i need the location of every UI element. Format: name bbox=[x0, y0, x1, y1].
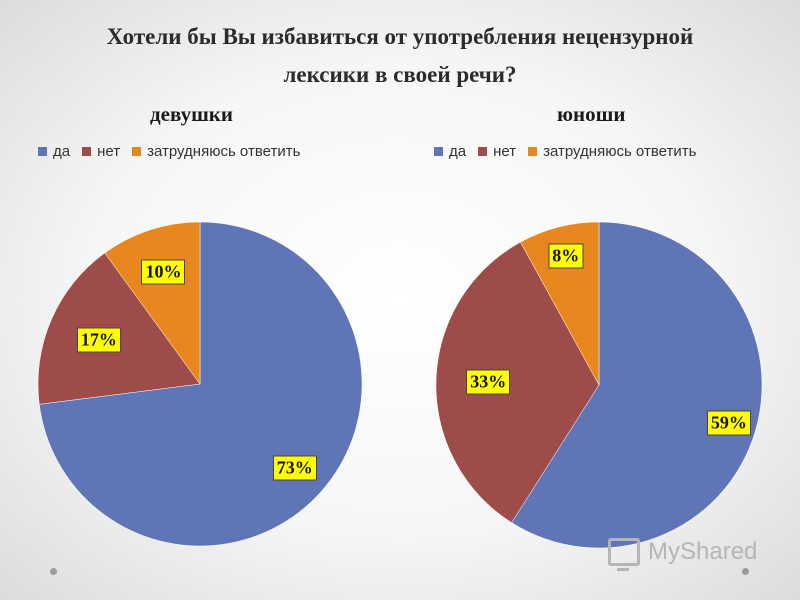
presentation-icon bbox=[608, 538, 640, 571]
legend-label: да bbox=[449, 143, 467, 160]
girls-legend: да нет затрудняюсь ответить bbox=[38, 143, 312, 160]
legend-swatch-yes bbox=[434, 147, 443, 156]
legend-item-unsure: затрудняюсь ответить bbox=[132, 143, 300, 160]
nav-dot-right bbox=[742, 568, 749, 575]
data-label-yes: 59% bbox=[706, 410, 751, 436]
legend-swatch-unsure bbox=[528, 147, 538, 156]
legend-swatch-unsure bbox=[132, 147, 142, 156]
girls-subtitle: девушки bbox=[150, 102, 233, 126]
legend-label: да bbox=[53, 143, 71, 160]
legend-swatch-no bbox=[478, 147, 488, 156]
data-label-no: 17% bbox=[76, 327, 121, 353]
legend-label: нет bbox=[493, 143, 517, 160]
chart-title-line-1: Хотели бы Вы избавиться от употребления … bbox=[106, 24, 694, 49]
legend-label: затрудняюсь ответить bbox=[543, 143, 697, 160]
legend-label: затрудняюсь ответить bbox=[147, 143, 301, 160]
legend-item-yes: да bbox=[38, 143, 70, 160]
legend-swatch-no bbox=[82, 147, 92, 156]
pie-slice-no bbox=[435, 241, 600, 523]
legend-item-no: нет bbox=[82, 143, 120, 160]
legend-item-yes: да bbox=[434, 143, 466, 160]
chart-title: Хотели бы Вы избавиться от употребления … bbox=[0, 18, 800, 94]
pie-slice-yes bbox=[511, 221, 763, 549]
watermark-text: MyShared bbox=[648, 538, 758, 565]
legend-label: нет bbox=[97, 143, 121, 160]
chart-title-line-2: лексики в своей речи? bbox=[283, 62, 517, 87]
nav-dot-left bbox=[50, 568, 57, 575]
data-label-unsure: 8% bbox=[548, 243, 584, 269]
boys-legend: да нет затрудняюсь ответить bbox=[434, 143, 708, 160]
legend-item-unsure: затрудняюсь ответить bbox=[528, 143, 696, 160]
data-label-no: 33% bbox=[466, 369, 511, 395]
legend-item-no: нет bbox=[478, 143, 516, 160]
legend-swatch-yes bbox=[38, 147, 47, 156]
boys-subtitle: юноши bbox=[557, 102, 626, 126]
watermark: MyShared bbox=[608, 538, 758, 571]
data-label-yes: 73% bbox=[272, 455, 317, 481]
data-label-unsure: 10% bbox=[141, 259, 186, 285]
